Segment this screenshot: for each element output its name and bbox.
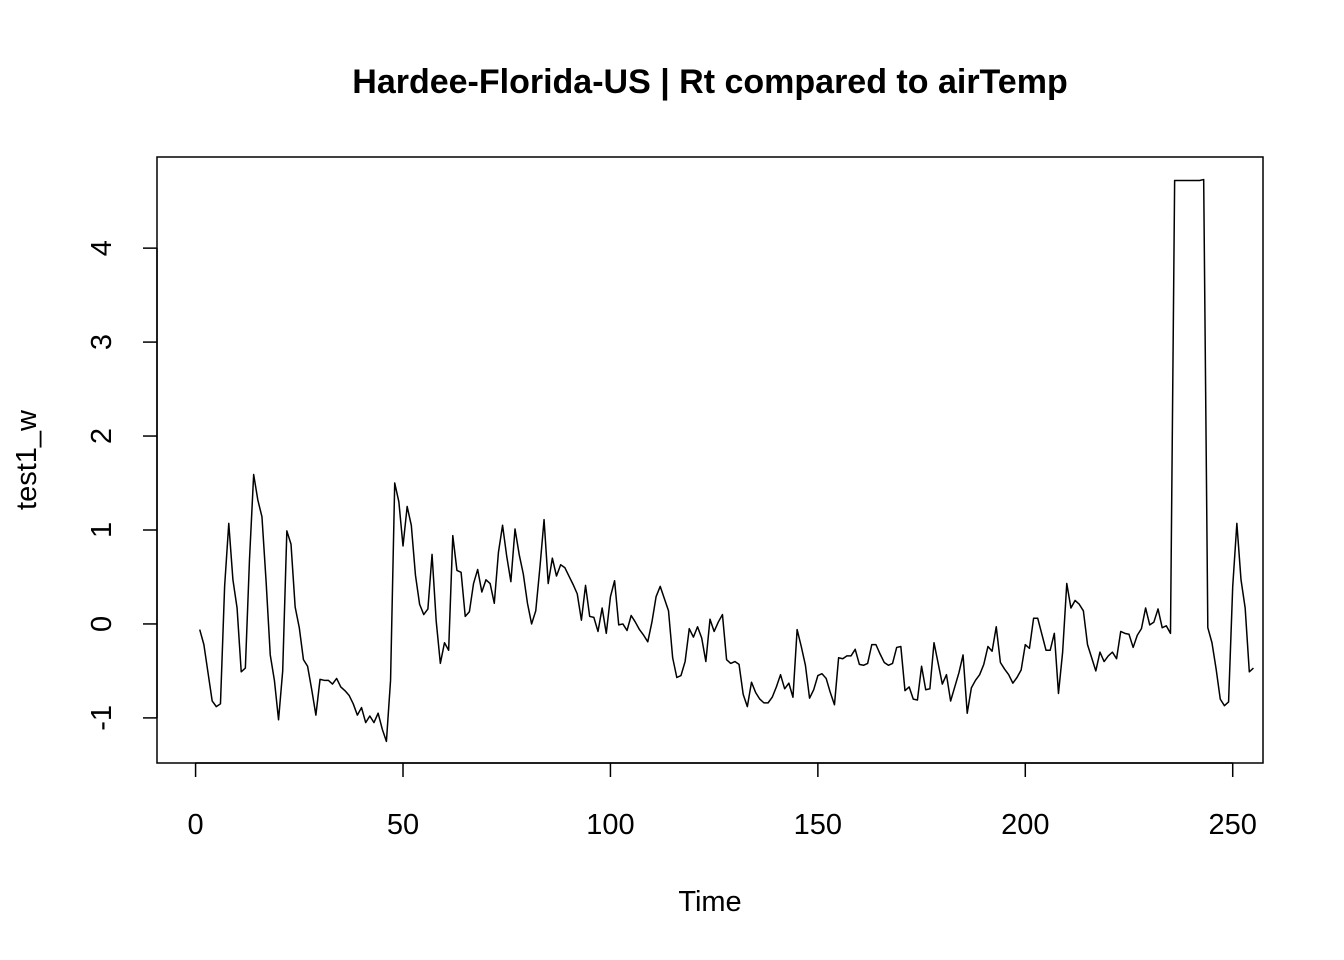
x-tick-label: 200: [1001, 809, 1049, 841]
x-tick-label: 100: [586, 809, 634, 841]
y-tick-label: 4: [86, 240, 118, 256]
x-axis: 0 50 100 150 200 250: [188, 762, 1257, 841]
series-line: [199, 178, 1254, 743]
y-tick-label: 0: [86, 616, 118, 632]
x-tick-label: 0: [188, 809, 204, 841]
x-tick-label: 150: [794, 809, 842, 841]
y-tick-label: 2: [86, 428, 118, 444]
x-axis-label: Time: [678, 886, 741, 918]
y-tick-label: -1: [86, 705, 118, 731]
plot-frame: [156, 156, 1264, 764]
y-axis: -1 0 1 2 3 4: [86, 240, 158, 731]
x-tick-label: 250: [1209, 809, 1257, 841]
y-axis-label: test1_w: [11, 409, 43, 510]
y-tick-label: 1: [86, 522, 118, 538]
x-tick-label: 50: [387, 809, 419, 841]
chart-title: Hardee-Florida-US | Rt compared to airTe…: [352, 63, 1067, 101]
y-tick-label: 3: [86, 334, 118, 350]
